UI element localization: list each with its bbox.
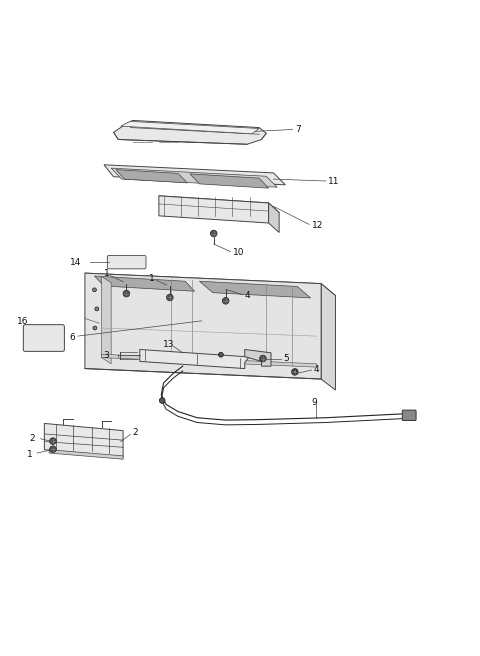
Polygon shape xyxy=(44,423,123,458)
Text: 5: 5 xyxy=(283,354,288,363)
Polygon shape xyxy=(159,195,269,223)
Circle shape xyxy=(159,398,165,403)
FancyBboxPatch shape xyxy=(402,410,416,420)
Text: 12: 12 xyxy=(312,221,323,230)
Circle shape xyxy=(293,370,297,374)
Text: 1: 1 xyxy=(27,450,33,459)
Circle shape xyxy=(167,294,173,301)
Circle shape xyxy=(210,230,217,237)
Text: 14: 14 xyxy=(70,258,81,266)
FancyBboxPatch shape xyxy=(108,255,146,269)
Polygon shape xyxy=(104,165,285,185)
Polygon shape xyxy=(111,168,277,187)
Text: 11: 11 xyxy=(328,176,340,186)
Polygon shape xyxy=(85,273,336,296)
Circle shape xyxy=(123,291,130,297)
Polygon shape xyxy=(102,276,111,364)
Text: 1: 1 xyxy=(149,274,155,283)
Circle shape xyxy=(49,438,56,445)
Polygon shape xyxy=(85,273,321,379)
Polygon shape xyxy=(199,281,311,298)
FancyBboxPatch shape xyxy=(24,325,64,352)
Circle shape xyxy=(218,352,223,357)
Text: 2: 2 xyxy=(30,434,35,443)
Circle shape xyxy=(95,307,99,311)
Circle shape xyxy=(260,355,266,362)
Text: 6: 6 xyxy=(69,333,75,342)
Circle shape xyxy=(93,288,96,292)
Polygon shape xyxy=(102,354,316,367)
Polygon shape xyxy=(95,276,195,291)
Polygon shape xyxy=(49,450,123,459)
Text: 9: 9 xyxy=(311,398,317,407)
Text: 16: 16 xyxy=(17,317,29,326)
Polygon shape xyxy=(116,169,188,183)
Circle shape xyxy=(222,297,229,304)
Polygon shape xyxy=(321,283,336,390)
Circle shape xyxy=(93,326,97,330)
Polygon shape xyxy=(114,121,266,144)
Polygon shape xyxy=(190,174,269,188)
Text: 2: 2 xyxy=(132,428,138,438)
Circle shape xyxy=(291,369,298,375)
Text: 1: 1 xyxy=(104,269,109,278)
Text: 10: 10 xyxy=(233,248,244,257)
Polygon shape xyxy=(140,350,250,369)
Text: 3: 3 xyxy=(104,351,109,360)
Polygon shape xyxy=(269,203,279,233)
Circle shape xyxy=(49,446,56,453)
Polygon shape xyxy=(245,350,271,366)
Text: 4: 4 xyxy=(245,291,251,300)
Polygon shape xyxy=(120,121,259,134)
Text: 13: 13 xyxy=(163,340,174,349)
Polygon shape xyxy=(159,195,279,213)
Text: 4: 4 xyxy=(314,365,320,375)
Text: 7: 7 xyxy=(295,125,300,134)
